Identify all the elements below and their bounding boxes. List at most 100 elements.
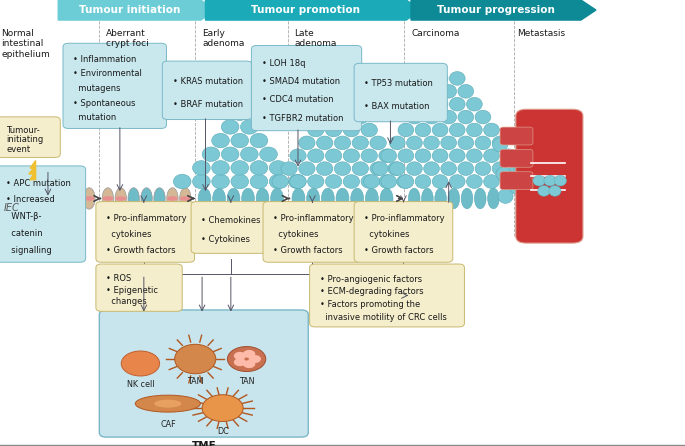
- Ellipse shape: [423, 84, 440, 98]
- Text: • Pro-inflammatory: • Pro-inflammatory: [364, 214, 445, 223]
- Ellipse shape: [290, 175, 306, 188]
- Ellipse shape: [231, 174, 249, 189]
- Circle shape: [234, 352, 246, 360]
- Text: • Spontaneous: • Spontaneous: [73, 99, 136, 107]
- Ellipse shape: [373, 162, 388, 175]
- Text: WNT-β-: WNT-β-: [6, 212, 42, 221]
- Ellipse shape: [334, 84, 351, 98]
- Text: • Inflammation: • Inflammation: [73, 55, 137, 64]
- Ellipse shape: [475, 136, 490, 150]
- Text: • Growth factors: • Growth factors: [273, 246, 343, 255]
- Circle shape: [234, 358, 246, 366]
- Text: event: event: [6, 145, 30, 154]
- Ellipse shape: [272, 175, 288, 188]
- Text: • APC mutation: • APC mutation: [6, 179, 71, 188]
- Polygon shape: [58, 0, 216, 20]
- Ellipse shape: [250, 133, 268, 148]
- Ellipse shape: [407, 110, 422, 124]
- Ellipse shape: [202, 147, 220, 161]
- Text: • TGFBR2 mutation: • TGFBR2 mutation: [262, 114, 343, 123]
- Ellipse shape: [299, 162, 315, 175]
- Text: • SMAD4 mutation: • SMAD4 mutation: [262, 77, 340, 86]
- Ellipse shape: [308, 123, 324, 137]
- Ellipse shape: [390, 136, 406, 150]
- Ellipse shape: [179, 188, 191, 209]
- Ellipse shape: [390, 162, 406, 175]
- FancyBboxPatch shape: [310, 264, 464, 327]
- Ellipse shape: [70, 196, 81, 201]
- Ellipse shape: [56, 188, 68, 209]
- FancyBboxPatch shape: [99, 310, 308, 437]
- Text: Metastasis: Metastasis: [517, 29, 565, 38]
- Ellipse shape: [29, 188, 41, 209]
- Text: • Pro-angiogenic factors: • Pro-angiogenic factors: [320, 275, 422, 284]
- Ellipse shape: [269, 174, 287, 189]
- Ellipse shape: [432, 97, 448, 111]
- Text: • ROS: • ROS: [106, 274, 132, 283]
- Text: • Increased: • Increased: [6, 195, 55, 204]
- Ellipse shape: [441, 162, 456, 175]
- Ellipse shape: [510, 162, 525, 175]
- FancyBboxPatch shape: [0, 117, 60, 157]
- Ellipse shape: [135, 395, 200, 412]
- Text: IEC: IEC: [3, 203, 19, 213]
- Ellipse shape: [325, 123, 342, 137]
- Ellipse shape: [365, 188, 378, 209]
- Ellipse shape: [370, 136, 386, 150]
- Circle shape: [249, 355, 261, 363]
- Ellipse shape: [475, 110, 490, 124]
- Ellipse shape: [16, 188, 27, 209]
- Text: • Environmental: • Environmental: [73, 70, 142, 78]
- Ellipse shape: [212, 161, 229, 175]
- Ellipse shape: [192, 174, 210, 189]
- FancyBboxPatch shape: [263, 202, 362, 262]
- Ellipse shape: [415, 175, 431, 188]
- Text: TAN: TAN: [239, 377, 254, 386]
- Ellipse shape: [513, 158, 528, 172]
- Text: CAF: CAF: [160, 420, 175, 429]
- Ellipse shape: [351, 188, 364, 209]
- Text: signalling: signalling: [6, 246, 52, 255]
- Ellipse shape: [334, 110, 351, 124]
- Ellipse shape: [538, 186, 550, 196]
- Ellipse shape: [325, 149, 342, 163]
- Ellipse shape: [308, 175, 324, 188]
- Ellipse shape: [271, 188, 284, 209]
- Ellipse shape: [492, 162, 508, 175]
- Text: • TP53 mutation: • TP53 mutation: [364, 79, 434, 88]
- Polygon shape: [411, 0, 596, 20]
- Ellipse shape: [484, 175, 499, 188]
- Ellipse shape: [128, 188, 139, 209]
- Ellipse shape: [115, 196, 126, 201]
- Text: cytokines: cytokines: [273, 230, 319, 239]
- Ellipse shape: [102, 196, 113, 201]
- Ellipse shape: [388, 162, 404, 175]
- Text: • Growth factors: • Growth factors: [106, 246, 176, 255]
- Text: Tumour progression: Tumour progression: [437, 5, 555, 15]
- Ellipse shape: [441, 110, 456, 124]
- FancyBboxPatch shape: [96, 264, 182, 311]
- Ellipse shape: [321, 188, 334, 209]
- Ellipse shape: [449, 123, 465, 137]
- Ellipse shape: [227, 188, 240, 209]
- Ellipse shape: [449, 149, 465, 163]
- Ellipse shape: [57, 196, 68, 201]
- Ellipse shape: [432, 149, 448, 163]
- Ellipse shape: [432, 123, 448, 137]
- Ellipse shape: [70, 188, 82, 209]
- Text: TAM: TAM: [187, 377, 203, 386]
- Ellipse shape: [364, 175, 379, 188]
- Ellipse shape: [325, 175, 342, 188]
- Ellipse shape: [408, 188, 420, 209]
- Text: • CDC4 mutation: • CDC4 mutation: [262, 95, 334, 104]
- FancyBboxPatch shape: [516, 109, 583, 243]
- Ellipse shape: [240, 147, 258, 161]
- Text: • KRAS mutation: • KRAS mutation: [173, 77, 242, 86]
- Circle shape: [243, 360, 256, 368]
- Text: • Growth factors: • Growth factors: [364, 246, 434, 255]
- Ellipse shape: [2, 188, 14, 209]
- Ellipse shape: [316, 110, 333, 124]
- Ellipse shape: [432, 71, 448, 85]
- Ellipse shape: [398, 175, 414, 188]
- Ellipse shape: [299, 136, 315, 150]
